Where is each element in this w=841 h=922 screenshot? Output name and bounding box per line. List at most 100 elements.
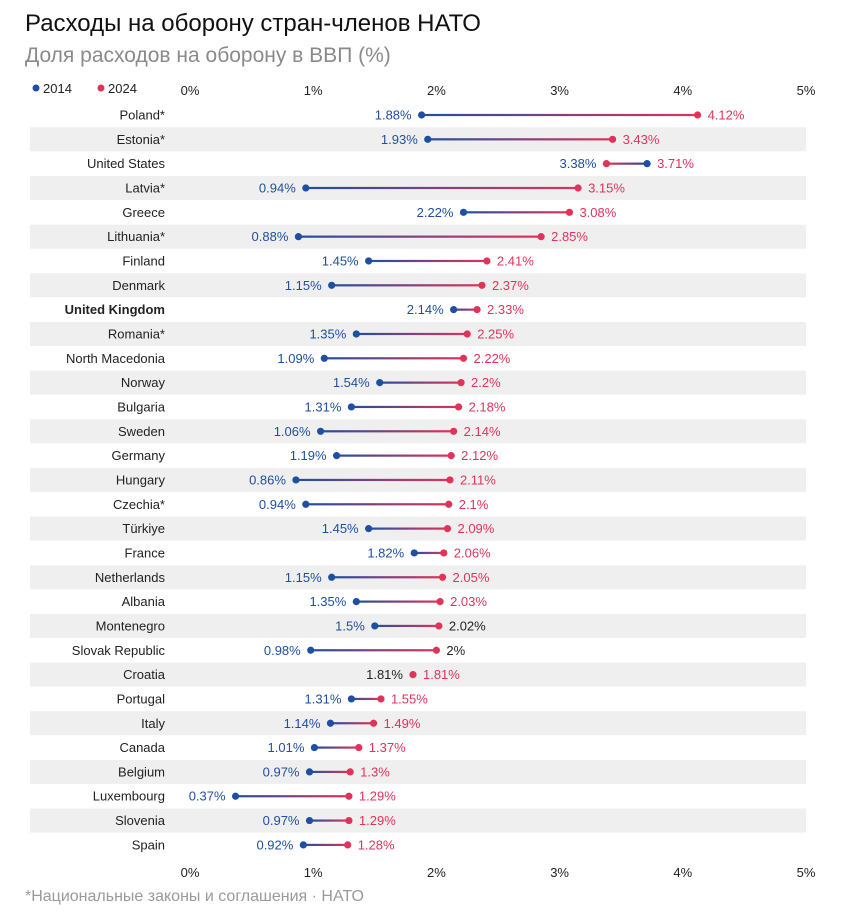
value-label-2014: 0.94% (259, 180, 296, 195)
dot-2014 (305, 816, 314, 825)
country-label: Bulgaria (117, 399, 165, 414)
dot-2014 (299, 841, 307, 849)
range-bar (368, 527, 448, 530)
country-label: Belgium (118, 764, 165, 779)
range-bar (356, 332, 468, 336)
value-label-2024: 2.02% (449, 618, 486, 633)
row-sweden: Sweden 1.06% 2.14% (118, 424, 501, 439)
dot-2014 (310, 743, 319, 752)
dot-2024 (445, 500, 453, 508)
dot-2024 (602, 160, 611, 168)
dot-2024 (436, 598, 444, 606)
row-denmark: Denmark 1.15% 2.37% (112, 278, 529, 293)
country-label: Finland (122, 253, 165, 268)
row-albania: Albania 1.35% 2.03% (122, 594, 488, 609)
dot-2014 (352, 330, 360, 338)
country-label: Croatia (123, 667, 166, 682)
value-label-2024: 2.11% (460, 472, 496, 487)
x-tick-label-top: 1% (304, 83, 323, 98)
country-label: Sweden (118, 424, 165, 439)
x-tick-label-bottom: 4% (673, 865, 692, 880)
value-label-2014: 1.35% (309, 326, 346, 341)
country-label: United States (87, 156, 166, 171)
row-belgium: Belgium 0.97% 1.3% (118, 764, 390, 779)
value-label-2014: 0.92% (256, 837, 293, 852)
value-label-2014: 0.88% (252, 229, 289, 244)
range-bar (298, 235, 542, 238)
dot-2014 (450, 306, 458, 314)
dot-2024 (693, 111, 702, 119)
x-tick-label-bottom: 3% (550, 865, 569, 880)
dot-2024 (369, 719, 378, 727)
value-label-2014: 0.97% (263, 813, 300, 828)
country-label: Latvia* (125, 180, 165, 195)
dot-2014 (231, 792, 240, 800)
country-label: Luxembourg (93, 789, 165, 804)
value-label-2024: 2.12% (461, 448, 498, 463)
range-bar (305, 186, 579, 190)
country-label: Spain (132, 837, 165, 852)
value-label-2014: 1.15% (285, 278, 322, 293)
x-tick-label-bottom: 1% (304, 865, 323, 880)
dot-2024 (440, 549, 448, 557)
row-bulgaria: Bulgaria 1.31% 2.18% (117, 399, 506, 414)
value-label-2014: 1.45% (322, 253, 359, 268)
row-spain: Spain 0.92% 1.28% (132, 837, 395, 852)
value-label-2024: 2.05% (453, 570, 490, 585)
country-label: Czechia* (113, 497, 165, 512)
dot-2014 (418, 111, 426, 119)
dot-2014 (424, 135, 432, 143)
value-label-2024: 3.71% (657, 156, 694, 171)
row-czechia-: Czechia* 0.94% 2.1% (113, 497, 489, 512)
row-poland-: Poland* 1.88% 4.12% (119, 108, 744, 123)
row-lithuania-: Lithuania* 0.88% 2.85% (107, 229, 588, 244)
range-bar (331, 576, 443, 579)
country-label: Montenegro (96, 618, 165, 633)
dot-2024 (344, 841, 352, 849)
dot-2024 (409, 670, 417, 679)
dot-2024 (478, 281, 486, 289)
x-tick-label-top: 5% (797, 83, 816, 98)
dot-2014 (316, 427, 325, 435)
country-label: Romania* (108, 326, 165, 341)
range-bar (351, 697, 381, 701)
value-label-2024: 1.29% (359, 789, 396, 804)
dot-2014 (333, 452, 341, 460)
value-label-2024: 1.3% (360, 764, 390, 779)
range-bar (374, 624, 439, 628)
row-italy: Italy 1.14% 1.49% (141, 716, 421, 731)
dot-2014 (292, 476, 300, 484)
row-finland: Finland 1.45% 2.41% (122, 253, 534, 268)
value-label-2014: 1.19% (290, 448, 327, 463)
x-tick-label-top: 0% (181, 83, 200, 98)
value-label-2014: 1.88% (375, 108, 412, 123)
row-norway: Norway 1.54% 2.2% (121, 375, 501, 390)
value-label-2024: 2.18% (469, 399, 506, 414)
row-montenegro: Montenegro 1.5% 2.02% (96, 618, 487, 633)
range-bar (414, 551, 444, 555)
row-germany: Germany 1.19% 2.12% (112, 448, 499, 463)
country-label: Germany (112, 448, 166, 463)
row-hungary: Hungary 0.86% 2.11% (116, 472, 496, 487)
chart-title: Расходы на оборону стран-членов НАТО (25, 10, 481, 37)
row-latvia-: Latvia* 0.94% 3.15% (125, 180, 625, 195)
dot-2024 (574, 184, 582, 192)
dot-2014 (352, 598, 360, 606)
row-greece: Greece 2.22% 3.08% (122, 205, 616, 220)
country-label: Slovenia (115, 813, 166, 828)
value-label-2024: 2.09% (457, 521, 494, 536)
value-label-2024: 2.22% (474, 351, 511, 366)
x-tick-label-top: 3% (550, 83, 569, 98)
value-label-2014: 2.14% (407, 302, 444, 317)
dot-2024 (473, 306, 481, 314)
row-slovak-republic: Slovak Republic 0.98% 2% (72, 643, 466, 658)
value-label-2014: 0.97% (263, 764, 300, 779)
value-label-2024: 2.06% (454, 545, 491, 560)
value-label-2024: 2.25% (477, 326, 514, 341)
dot-2024 (355, 743, 363, 752)
row-stripe (30, 711, 806, 736)
dot-2024 (446, 476, 454, 484)
range-bar (235, 795, 349, 798)
row-stripe (30, 759, 806, 784)
legend-marker-2014 (32, 84, 40, 92)
